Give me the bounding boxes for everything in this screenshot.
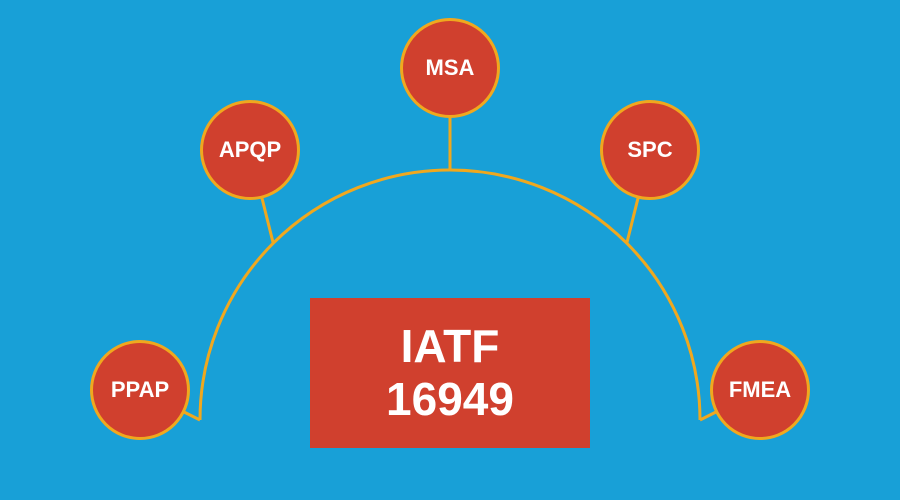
node-apqp: APQP [200,100,300,200]
center-box: IATF 16949 [310,298,590,448]
node-ppap: PPAP [90,340,190,440]
center-label-line1: IATF [401,320,500,373]
node-label-ppap: PPAP [111,377,169,403]
node-fmea: FMEA [710,340,810,440]
center-label-line2: 16949 [386,373,514,426]
node-label-fmea: FMEA [729,377,791,403]
node-label-apqp: APQP [219,137,281,163]
node-msa: MSA [400,18,500,118]
diagram-stage: IATF 16949 PPAP APQP MSA SPC FMEA [0,0,900,500]
node-spc: SPC [600,100,700,200]
node-label-msa: MSA [426,55,475,81]
node-label-spc: SPC [627,137,672,163]
